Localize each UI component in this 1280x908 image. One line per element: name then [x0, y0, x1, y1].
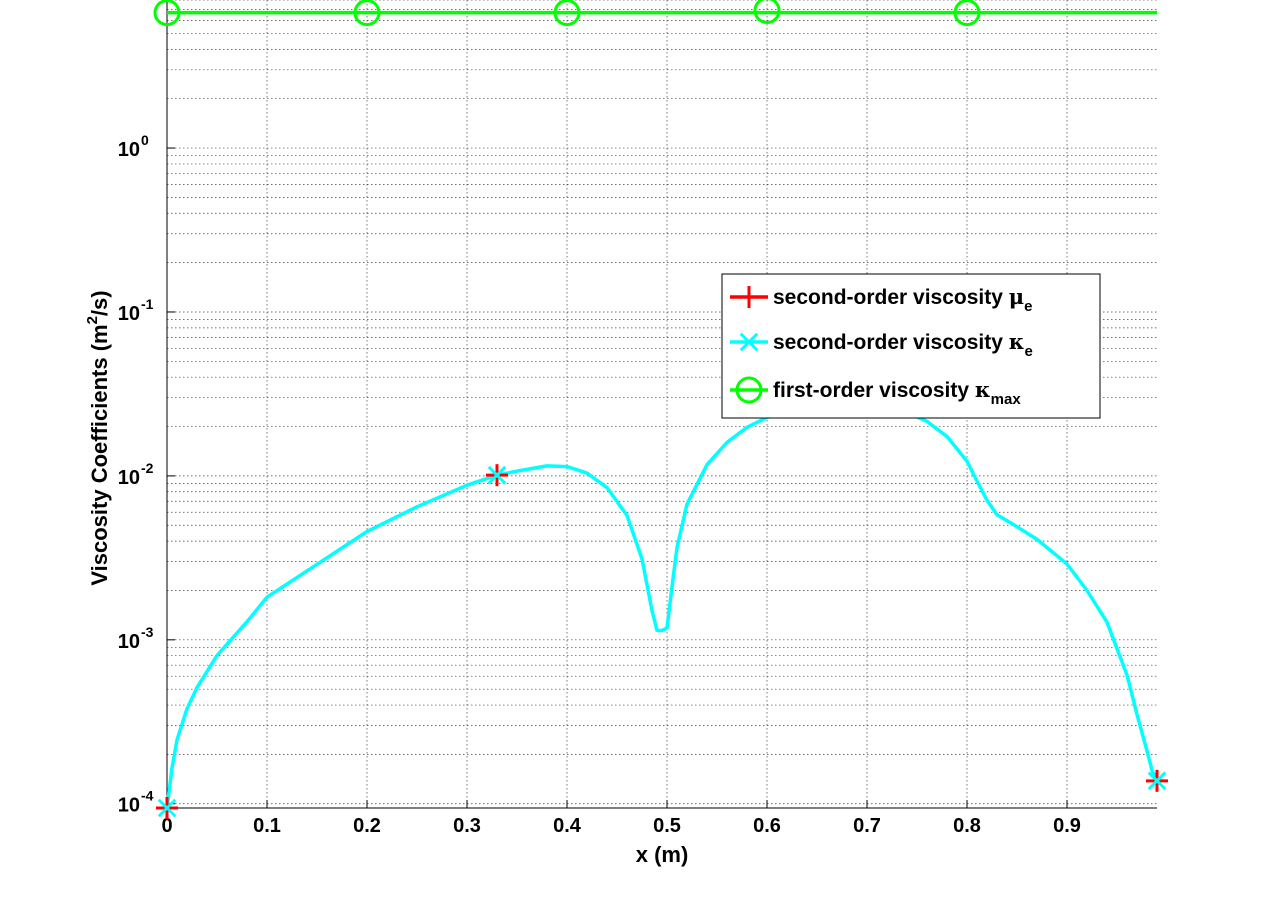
legend-entry-mu: second-order viscosity μe [773, 284, 1032, 315]
kappa-e-marker-b [487, 465, 507, 485]
legend-entry-mu-text: second-order viscosity [773, 286, 1009, 309]
y-tick-label: 10 [118, 795, 140, 817]
legend-box [721, 273, 1101, 419]
x-tick-label: 0.8 [953, 815, 981, 837]
x-tick-label: 0.9 [1053, 815, 1081, 837]
y-axis-label: Viscosity Coefficients (m2/s) [84, 290, 112, 585]
kappa-e-marker-b [157, 798, 177, 818]
y-tick-label: 10 [118, 467, 140, 489]
kappa-max-marker [953, 0, 981, 27]
legend-entry-mu-symbol: μ [1009, 284, 1024, 309]
y-axis-label-sup: 2 [84, 316, 101, 324]
legend-entry-kappa-sub: e [1025, 343, 1033, 360]
x-tick-label: 0.1 [253, 815, 281, 837]
y-tick-exponent: -4 [141, 788, 154, 804]
kappa-max-marker [753, 0, 781, 25]
legend-entry-kappa-symbol: κ [1009, 329, 1025, 354]
legend-entry-kappa-text: second-order viscosity [773, 331, 1009, 354]
y-tick-label: 10 [118, 139, 140, 161]
kappa-max-marker [353, 0, 381, 27]
legend-entry-kappa: second-order viscosity κe [773, 329, 1033, 360]
y-tick-label: 10 [118, 303, 140, 325]
legend-entry-kappa-max-text: first-order viscosity [773, 379, 975, 402]
x-tick-label: 0.2 [353, 815, 381, 837]
y-axis-label-main: Viscosity Coefficients (m [87, 324, 112, 585]
x-tick-label: 0.5 [653, 815, 681, 837]
series-kappa-e-line [165, 404, 1159, 810]
legend: second-order viscosity μe second-order v… [721, 273, 1101, 419]
x-tick-label: 0 [161, 815, 172, 837]
x-axis-label: x (m) [636, 842, 689, 867]
legend-entry-kappa-max: first-order viscosity κmax [773, 377, 1021, 408]
x-tick-label: 0.7 [853, 815, 881, 837]
y-axis-label-tail: /s) [87, 290, 112, 316]
legend-entry-kappa-max-symbol: κ [975, 377, 991, 402]
legend-symbols [730, 286, 768, 404]
kappa-e-marker-b [1147, 771, 1167, 791]
x-tick-label: 0.3 [453, 815, 481, 837]
tick-labels: 0 0.1 0.2 0.3 0.4 0.5 0.6 0.7 0.8 0.910-410-310-2… [118, 132, 1081, 837]
legend-entry-kappa-max-sub: max [991, 391, 1022, 408]
y-tick-exponent: -2 [141, 460, 154, 476]
kappa-max-marker [153, 0, 181, 27]
x-tick-label: 0.6 [753, 815, 781, 837]
legend-kappa-e-marker-b [739, 332, 759, 352]
series-markers [153, 0, 1168, 819]
y-tick-exponent: 0 [141, 132, 149, 148]
legend-entry-mu-sub: e [1024, 298, 1032, 315]
legend-kappa-max-marker [735, 376, 763, 404]
series-lines [165, 10, 1159, 810]
y-tick-label: 10 [118, 631, 140, 653]
x-tick-label: 0.4 [553, 815, 582, 837]
y-tick-exponent: -1 [141, 296, 154, 312]
kappa-max-marker [553, 0, 581, 27]
y-tick-exponent: -3 [141, 624, 154, 640]
axes [166, 0, 1157, 809]
